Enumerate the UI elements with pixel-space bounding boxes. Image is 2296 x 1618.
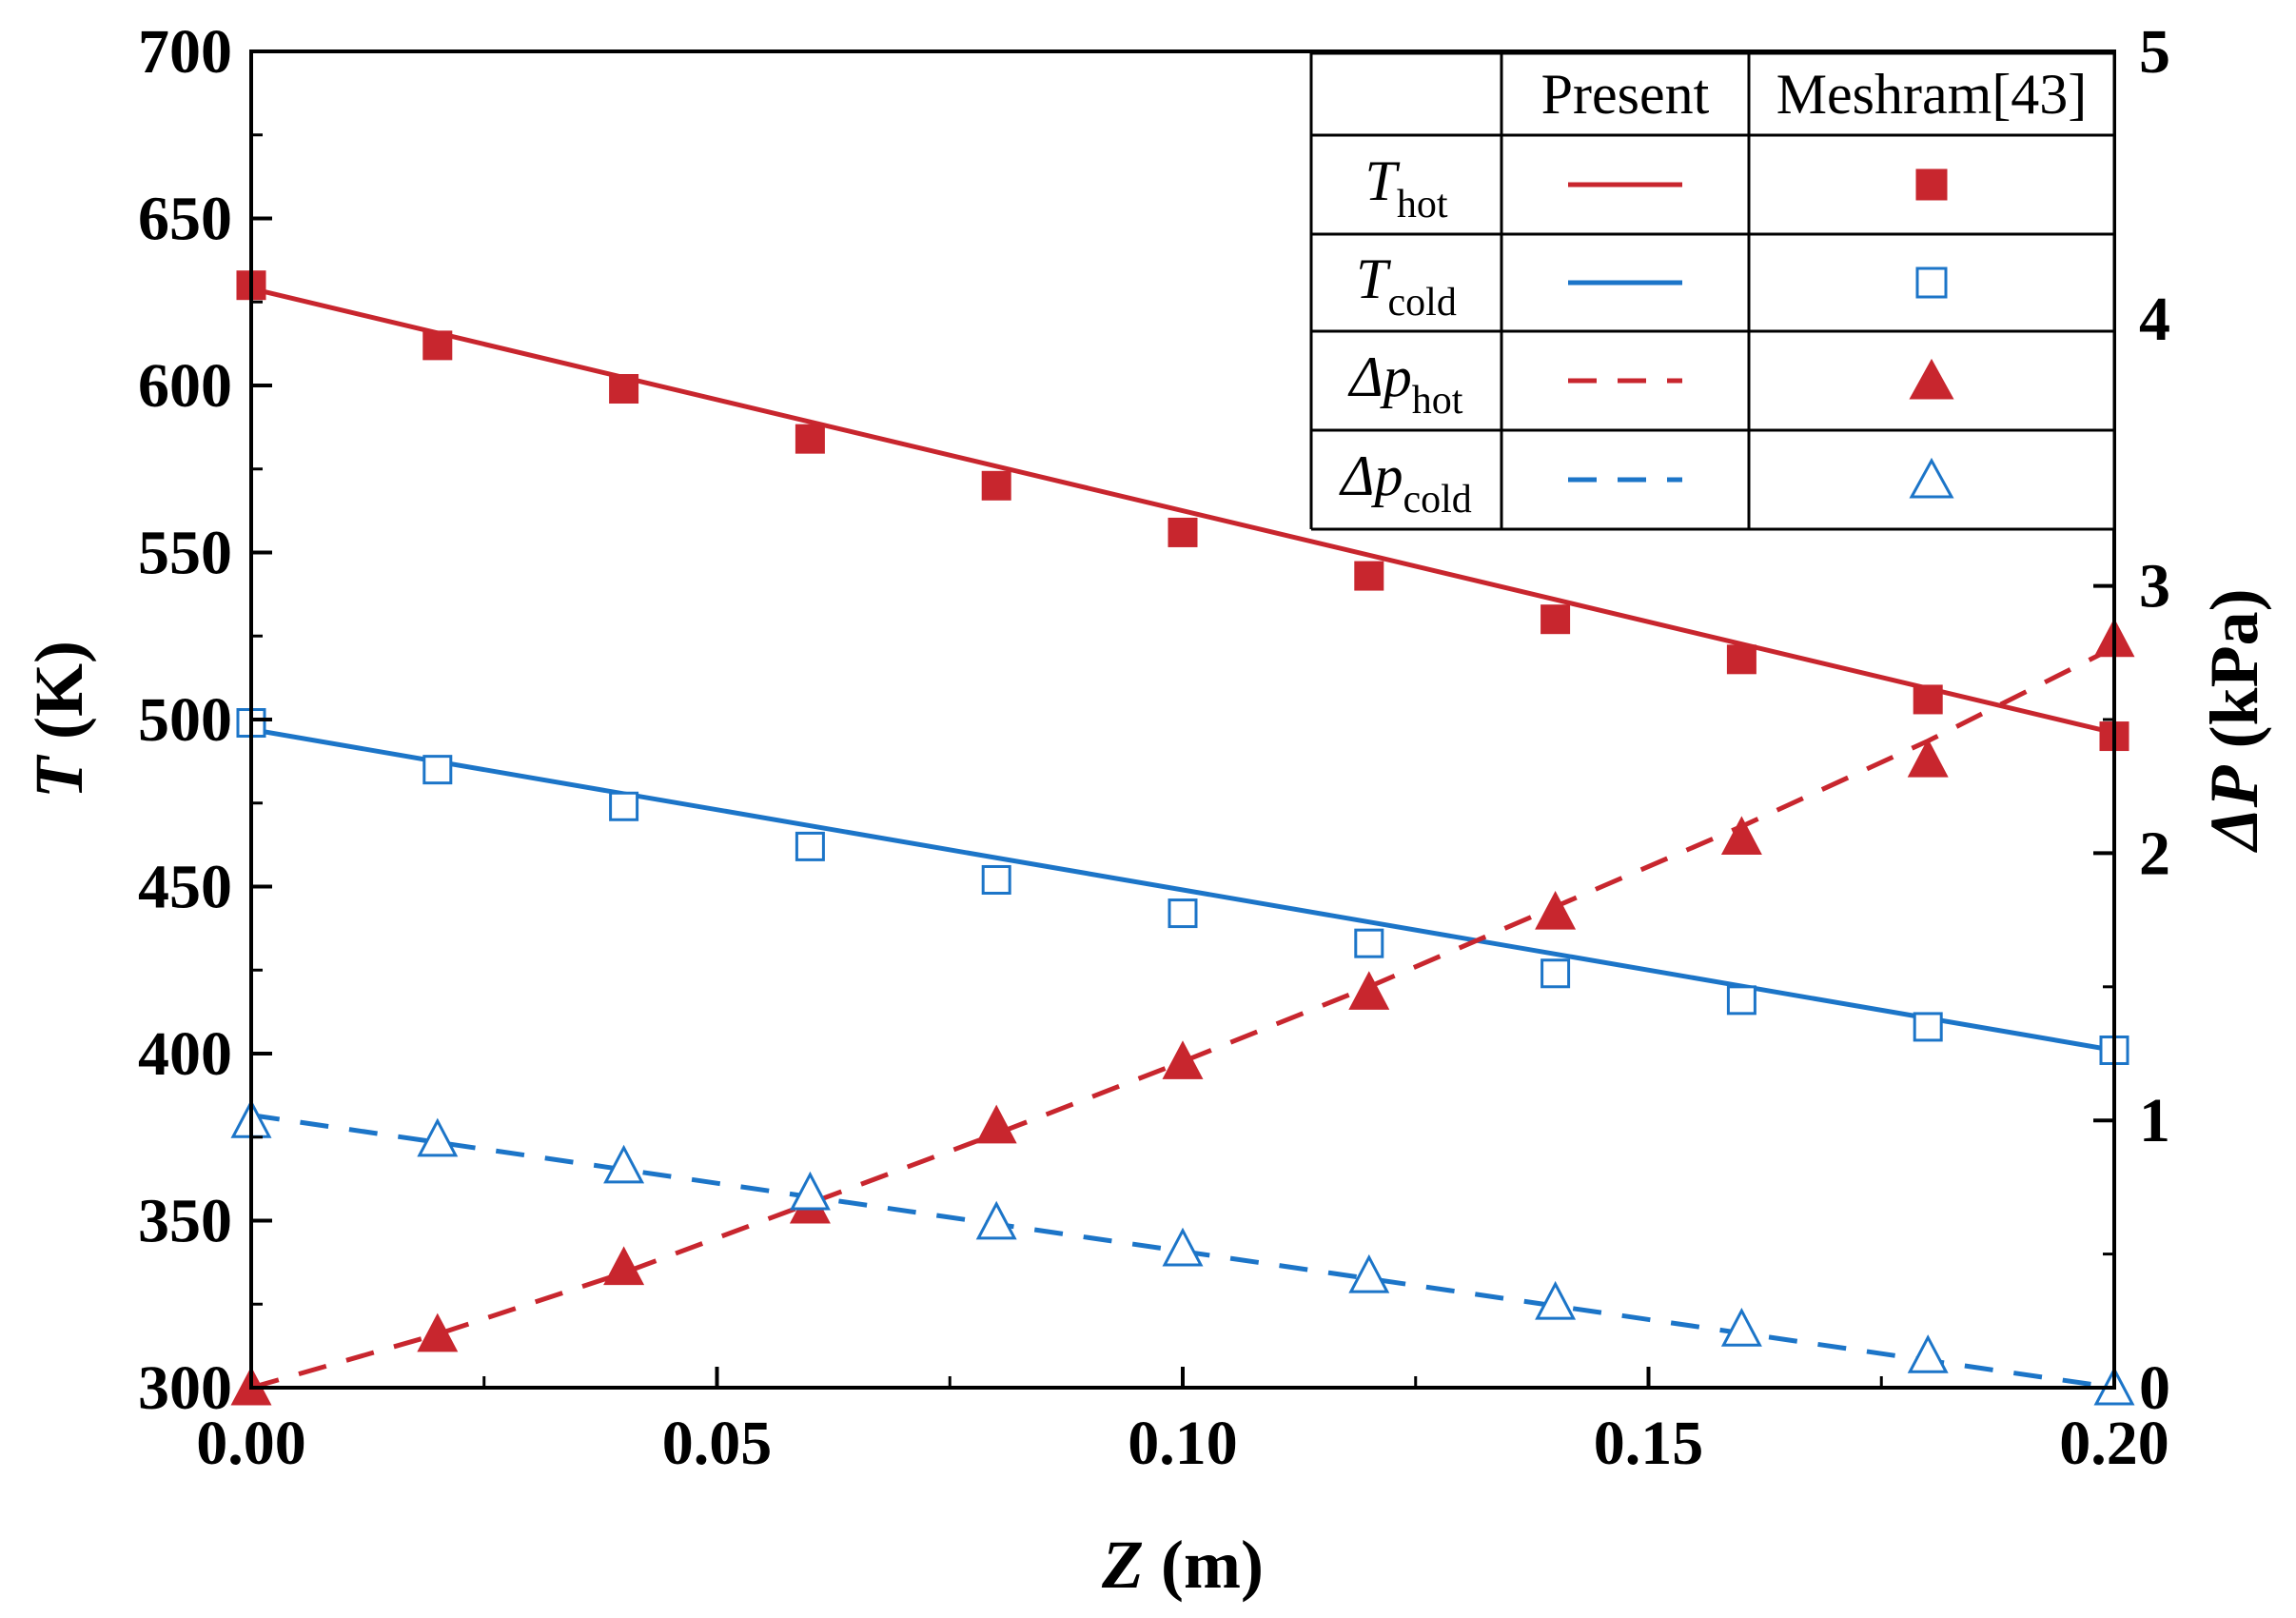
legend-row-label: Δphot	[1348, 345, 1463, 423]
marker-point	[1535, 1280, 1577, 1320]
marker-point	[1907, 1334, 1949, 1373]
legend-marker-sample	[1909, 358, 1954, 400]
marker-point	[975, 1200, 1017, 1240]
legend-row-sub: cold	[1388, 281, 1457, 325]
marker-point	[1162, 1040, 1204, 1079]
marker-point	[981, 864, 1011, 895]
y-left-tick-label: 350	[138, 1187, 232, 1256]
marker-point	[1726, 985, 1756, 1016]
y-left-tick-label: 650	[138, 185, 232, 254]
y-right-tick-label: 4	[2139, 285, 2170, 354]
marker-point	[1913, 1012, 1943, 1042]
marker-point	[422, 330, 453, 361]
legend-row-symbol: T	[1364, 149, 1400, 212]
legend-row-sub: cold	[1403, 478, 1471, 522]
marker-point	[609, 374, 639, 404]
marker-point	[981, 470, 1011, 501]
legend-row-label: Δpcold	[1339, 444, 1472, 522]
legend-row-symbol: T	[1356, 247, 1391, 310]
series-line-2	[251, 644, 2114, 1388]
legend-marker-sample	[1909, 457, 1954, 499]
y-left-tick-label: 600	[138, 351, 232, 421]
y-left-tick-label: 400	[138, 1019, 232, 1089]
marker-point	[1162, 1227, 1204, 1267]
y-left-tick-label: 450	[138, 853, 232, 922]
marker-point	[417, 1312, 459, 1352]
x-axis-title-unit: (m)	[1161, 1527, 1264, 1603]
y-left-tick-label: 550	[138, 519, 232, 588]
marker-point	[1348, 1253, 1390, 1293]
x-tick-label: 0.10	[1128, 1409, 1238, 1478]
y-right-axis-title-unit: (kPa)	[2196, 588, 2272, 748]
y-right-tick-label: 2	[2139, 819, 2170, 888]
marker-point	[1535, 890, 1577, 930]
y-left-tick-label: 700	[138, 17, 232, 87]
series-line-1	[251, 727, 2114, 1053]
marker-point	[609, 791, 639, 821]
y-left-axis-title-var: T	[21, 754, 97, 799]
legend-marker-sample	[1915, 266, 1948, 299]
marker-point	[603, 1246, 645, 1286]
legend-marker-sample	[1915, 168, 1948, 201]
marker-layer	[230, 270, 2135, 1406]
x-tick-label: 0.00	[196, 1409, 306, 1478]
legend-header: Meshram[43]	[1776, 63, 2088, 126]
marker-point	[1168, 517, 1198, 547]
marker-point	[789, 1171, 831, 1211]
y-left-axis-title: T (K)	[21, 641, 97, 799]
y-right-tick-label: 1	[2139, 1086, 2170, 1155]
legend-background	[1311, 53, 2114, 529]
x-axis-title: Z (m)	[1101, 1527, 1264, 1603]
marker-point	[975, 1104, 1017, 1144]
marker-point	[1720, 1308, 1762, 1347]
legend-header: Present	[1541, 63, 1710, 126]
marker-point	[1540, 604, 1571, 635]
marker-point	[795, 424, 825, 454]
legend-row-label: Thot	[1364, 149, 1447, 227]
x-axis-title-var: Z	[1101, 1527, 1144, 1603]
marker-point	[1720, 816, 1762, 856]
y-left-tick-label: 500	[138, 685, 232, 755]
series-line-0	[251, 286, 2114, 736]
x-tick-label: 0.05	[662, 1409, 773, 1478]
legend-row-sub: hot	[1412, 379, 1463, 423]
marker-point	[1354, 561, 1384, 591]
marker-point	[1348, 971, 1390, 1010]
marker-point	[1913, 684, 1943, 715]
legend-row-symbol: Δp	[1348, 345, 1412, 408]
marker-point	[1726, 644, 1756, 675]
y-right-tick-label: 0	[2139, 1353, 2170, 1423]
marker-point	[422, 755, 453, 785]
legend-row-sub: hot	[1397, 183, 1448, 227]
marker-point	[1907, 738, 1949, 778]
y-right-tick-label: 3	[2139, 552, 2170, 622]
x-tick-label: 0.20	[2059, 1409, 2169, 1478]
y-left-tick-label: 300	[138, 1353, 232, 1423]
y-right-tick-label: 5	[2139, 17, 2170, 87]
y-right-axis-title: ΔP (kPa)	[2196, 588, 2272, 853]
axis-layer: 0.00 0.05 0.10 0.15 0.2030035040045050055060…	[21, 17, 2272, 1603]
marker-point	[795, 831, 825, 861]
marker-point	[417, 1117, 459, 1157]
marker-point	[1540, 958, 1571, 989]
y-right-axis-title-var: ΔP	[2196, 764, 2272, 853]
marker-point	[1354, 928, 1384, 958]
legend-row-symbol: Δp	[1339, 444, 1403, 507]
legend-row-label: Tcold	[1356, 247, 1457, 325]
y-left-axis-title-unit: (K)	[21, 641, 97, 740]
marker-point	[603, 1144, 645, 1184]
marker-point	[1168, 898, 1198, 929]
x-tick-label: 0.15	[1594, 1409, 1704, 1478]
